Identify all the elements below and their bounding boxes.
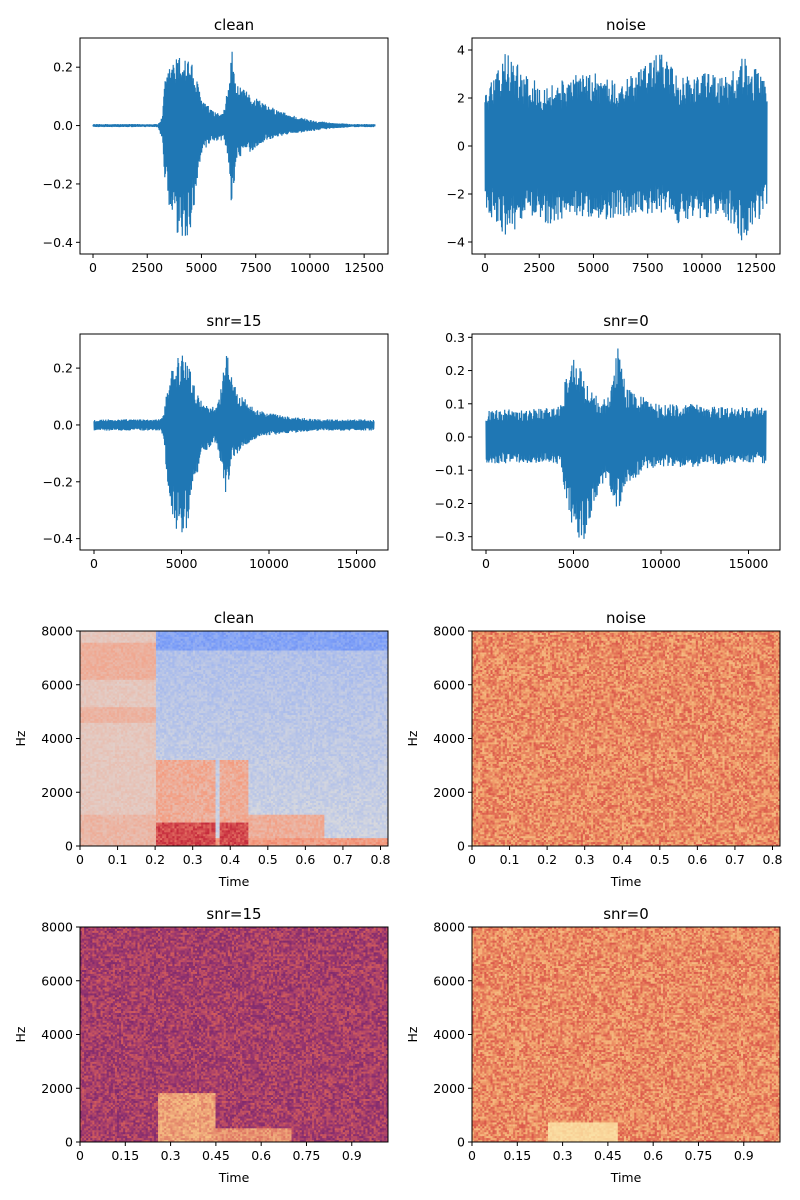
y-tick-label: 0.2 (445, 363, 465, 378)
y-tick-label: −0.1 (435, 463, 465, 478)
x-tick-label: 15000 (337, 556, 377, 571)
y-tick-label: 2 (457, 91, 465, 106)
y-tick-label: 0.0 (53, 118, 73, 133)
x-tick-label: 0 (481, 260, 489, 275)
y-tick-label: 0.3 (445, 330, 465, 345)
x-tick-label: 2500 (131, 260, 163, 275)
x-tick-label: 5000 (186, 260, 218, 275)
x-tick-label: 0 (90, 556, 98, 571)
x-tick-label: 5000 (166, 556, 198, 571)
y-tick-label: 0.1 (445, 396, 465, 411)
x-tick-label: 5000 (578, 260, 610, 275)
x-tick-label: 7500 (240, 260, 272, 275)
chart-title: snr=0 (603, 312, 649, 330)
x-tick-label: 0 (482, 556, 490, 571)
waveform-series-line (93, 52, 375, 236)
y-tick-label: 4 (457, 43, 465, 58)
chart-panel-2: noise 0 2500 5000 7500 10000 12500 −4 −2 0 2 4 (447, 16, 780, 275)
y-tick-label: 0.2 (53, 361, 73, 376)
x-tick-label: 10000 (641, 556, 681, 571)
spectrogram-heatmap (80, 631, 388, 846)
y-tick-label: −2 (447, 187, 465, 202)
x-tick-label: 12500 (736, 260, 776, 275)
chart-panel-3: snr=15 0 5000 10000 15000 −0.4 −0.2 0.0 0.2 (43, 312, 388, 571)
y-tick-label: −0.3 (435, 529, 465, 544)
x-tick-label: 15000 (729, 556, 769, 571)
waveform-series-line (485, 54, 767, 240)
y-tick-label: 0.0 (445, 430, 465, 445)
x-tick-label: 10000 (249, 556, 289, 571)
y-tick-label: −0.2 (43, 176, 73, 191)
chart-panel-4: snr=0 0 5000 10000 15000 −0.3 −0.2 −0.1 0.0 0.1 0.… (435, 312, 780, 571)
x-tick-label: 10000 (290, 260, 330, 275)
y-tick-label: 0 (457, 139, 465, 154)
x-tick-label: 7500 (632, 260, 664, 275)
y-tick-label: −4 (447, 235, 465, 250)
chart-title: snr=15 (206, 312, 261, 330)
x-tick-label: 5000 (558, 556, 590, 571)
y-tick-label: −0.4 (43, 235, 73, 250)
waveform-series-line (94, 356, 374, 533)
chart-title: clean (214, 16, 254, 34)
chart-title: noise (606, 16, 646, 34)
x-tick-label: 10000 (682, 260, 722, 275)
x-tick-label: 12500 (344, 260, 384, 275)
y-tick-label: −0.2 (435, 496, 465, 511)
x-tick-label: 0 (89, 260, 97, 275)
x-tick-label: 2500 (523, 260, 555, 275)
waveform-series-line (486, 349, 766, 539)
y-tick-label: −0.4 (43, 531, 73, 546)
y-tick-label: 0.2 (53, 60, 73, 75)
y-tick-label: −0.2 (43, 474, 73, 489)
chart-panel-1: clean 0 2500 5000 7500 10000 12500 −0.4 −0.2 0.0 0… (43, 16, 388, 275)
y-tick-label: 0.0 (53, 417, 73, 432)
